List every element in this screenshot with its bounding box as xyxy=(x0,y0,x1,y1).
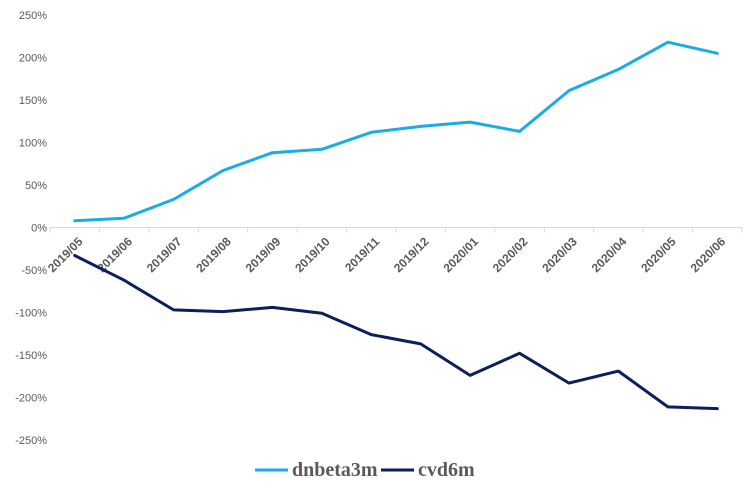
y-tick-label: 150% xyxy=(19,95,47,107)
y-tick-label: -50% xyxy=(21,265,47,277)
legend: dnbeta3m cvd6m xyxy=(255,459,475,481)
x-tick-label: 2020/06 xyxy=(688,234,729,275)
x-tick-label: 2020/02 xyxy=(490,234,531,275)
y-tick-label: 100% xyxy=(19,138,47,150)
series-line-cvd6m xyxy=(73,254,719,411)
y-tick-label: 200% xyxy=(19,53,47,65)
x-tick-label: 2019/09 xyxy=(243,234,284,275)
legend-label-cvd6m: cvd6m xyxy=(418,459,475,481)
y-tick-label: -250% xyxy=(15,435,47,447)
x-tick-label: 2020/05 xyxy=(638,234,679,275)
legend-label-dnbeta3m: dnbeta3m xyxy=(292,459,378,481)
series-lines xyxy=(73,40,719,411)
x-tick-label: 2019/12 xyxy=(391,234,432,275)
x-tick-label: 2019/08 xyxy=(193,234,234,275)
x-tick-label: 2020/01 xyxy=(440,234,481,275)
x-tick-label: 2019/07 xyxy=(144,234,185,275)
y-tick-label: -100% xyxy=(15,308,47,320)
y-tick-label: -150% xyxy=(15,350,47,362)
x-axis: 2019/05 2019/06 2019/07 2019/08 2019/09 2019/… xyxy=(45,227,743,275)
series-line-dnbeta3m xyxy=(73,40,719,223)
x-tick-label: 2019/05 xyxy=(45,234,86,275)
y-tick-label: 50% xyxy=(25,180,47,192)
y-tick-label: -200% xyxy=(15,393,47,405)
y-tick-label: 0% xyxy=(31,223,47,235)
x-tick-label: 2019/10 xyxy=(292,234,333,275)
y-tick-label: 250% xyxy=(19,10,47,22)
x-tick-label: 2019/11 xyxy=(342,234,382,274)
y-axis: 250% 200% 150% 100% 50% 0% -50% -100% -150% -200%… xyxy=(15,10,47,447)
x-tick-label: 2020/03 xyxy=(539,234,580,275)
x-tick-label: 2020/04 xyxy=(589,234,630,275)
